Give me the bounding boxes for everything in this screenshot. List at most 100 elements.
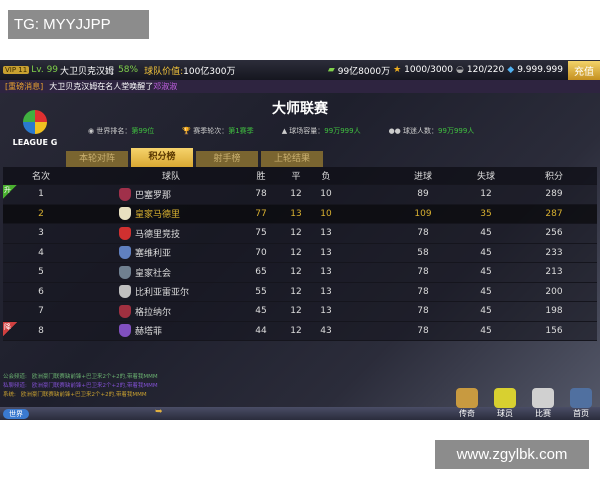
- chat-text: 欧洲豪门联赛缺前锋+巴卫来2个+2的,带着我MMM: [20, 392, 147, 398]
- table-row[interactable]: 升 1 巴塞罗那 78 12 10 89 12 289: [3, 185, 597, 205]
- chat-text: 欧洲豪门联赛缺前锋+巴卫来2个+2的,带着我MMM: [31, 374, 158, 380]
- relegation-badge: 降: [3, 321, 17, 336]
- cell-rank: 1: [38, 189, 44, 200]
- cell-w: 75: [255, 228, 267, 239]
- nav-players[interactable]: 球员: [490, 388, 520, 419]
- table-row[interactable]: 6 比利亚雷亚尔 55 12 13 78 45 200: [3, 282, 597, 302]
- nav-label: 传奇: [459, 409, 475, 418]
- table-row[interactable]: 4 塞维利亚 70 12 13 58 45 233: [3, 243, 597, 263]
- cell-d: 12: [290, 247, 302, 258]
- team-name: 赫塔菲: [135, 327, 163, 338]
- chat-line: 私聊频道: 欧洲豪门联赛缺前锋+巴卫来2个+2的,带着我MMM: [3, 382, 158, 391]
- cell-w: 45: [255, 306, 267, 317]
- team-name: 巴塞罗那: [135, 190, 172, 201]
- table-row[interactable]: 3 马德里竞技 75 12 13 78 45 256: [3, 224, 597, 244]
- news-tag: [重磅消息]: [5, 82, 44, 91]
- cell-l: 10: [320, 208, 332, 219]
- stat-value: 第1赛季: [228, 127, 254, 135]
- cell-gf: 89: [417, 189, 429, 200]
- tab-fixtures[interactable]: 本轮对阵: [66, 151, 128, 167]
- chat-channel: 系统:: [3, 392, 16, 398]
- promotion-badge: 升: [3, 185, 17, 199]
- table-row[interactable]: 5 皇家社会 65 12 13 78 45 213: [3, 263, 597, 283]
- team-crest-icon: [119, 187, 131, 201]
- nav-match[interactable]: 比赛: [528, 388, 558, 419]
- world-chat-button[interactable]: 世界: [3, 409, 29, 419]
- stat-value: 第99位: [131, 127, 155, 135]
- chat-channel: 私聊频道:: [3, 383, 27, 389]
- cell-ga: 45: [480, 325, 492, 336]
- cell-ga: 12: [480, 189, 492, 200]
- news-name: 邓淑淑: [153, 82, 178, 91]
- chat-line: 系统: 欧洲豪门联赛缺前锋+巴卫来2个+2的,带着我MMM: [3, 391, 158, 400]
- team-crest-icon: [119, 324, 131, 338]
- cell-ga: 45: [480, 228, 492, 239]
- cell-gf: 78: [417, 286, 429, 297]
- cell-d: 13: [290, 208, 302, 219]
- cell-l: 13: [320, 228, 332, 239]
- cell-rank: 3: [38, 228, 44, 239]
- cell-w: 65: [255, 267, 267, 278]
- team-name: 皇家社会: [135, 268, 172, 279]
- legend-icon: [456, 388, 478, 408]
- table-row[interactable]: 2 皇家马德里 77 13 10 109 35 287: [3, 204, 597, 224]
- cell-rank: 6: [38, 286, 44, 297]
- cell-pts: 156: [545, 325, 563, 336]
- cell-pts: 198: [545, 306, 563, 317]
- table-row[interactable]: 降 8 赫塔菲 44 12 43 78 45 156: [3, 321, 597, 341]
- cell-pts: 200: [545, 286, 563, 297]
- column-header: 胜: [256, 172, 266, 182]
- cell-rank: 8: [38, 325, 44, 336]
- watermark-bottom: www.zgylbk.com: [435, 440, 589, 469]
- charge-button[interactable]: 充值: [568, 60, 600, 80]
- player-icon: [494, 388, 516, 408]
- league-logo-text: LEAGUE G: [12, 138, 58, 147]
- cell-w: 44: [255, 325, 267, 336]
- column-header: 负: [321, 172, 331, 182]
- team-name: 马德里竞技: [135, 229, 181, 240]
- team-crest-icon: [119, 226, 131, 240]
- money-icon: ▰: [327, 65, 335, 75]
- cell-w: 77: [255, 208, 267, 219]
- news-text: 大卫贝克汉姆在名人堂唤醒了: [49, 82, 154, 91]
- nav-label: 首页: [573, 409, 589, 418]
- tab-last-results[interactable]: 上轮结果: [261, 151, 323, 167]
- diamonds: 9.999.999: [517, 65, 563, 75]
- cell-rank: 5: [38, 267, 44, 278]
- cell-gf: 58: [417, 247, 429, 258]
- level: Lv. 99: [31, 65, 59, 75]
- cell-l: 10: [320, 189, 332, 200]
- watermark-top: TG: MYYJJPP: [8, 10, 149, 39]
- cell-pts: 287: [545, 208, 563, 219]
- tab-standings[interactable]: 积分榜: [131, 148, 193, 167]
- send-icon[interactable]: ➥: [155, 407, 163, 417]
- star-icon: ★: [393, 65, 402, 75]
- page-title: 大师联赛: [272, 101, 328, 117]
- team-name: 塞维利亚: [135, 249, 172, 260]
- team-crest-icon: [119, 304, 131, 318]
- game-screen: VIP 11 Lv. 99 大卫贝克汉姆 58% 球队价值: 100亿300万 …: [0, 60, 600, 420]
- chat-panel: 公会频道: 欧洲豪门联赛缺前锋+巴卫来2个+2的,带着我MMM 私聊频道: 欧洲豪门联…: [3, 373, 158, 400]
- cell-l: 13: [320, 306, 332, 317]
- team-name: 皇家马德里: [135, 210, 181, 221]
- cell-ga: 45: [480, 286, 492, 297]
- table-header: 名次 球队 胜 平 负 进球 失球 积分: [3, 167, 597, 185]
- table-row[interactable]: 7 格拉纳尔 45 12 13 78 45 198: [3, 302, 597, 322]
- team-value: 100亿300万: [183, 66, 236, 77]
- cell-ga: 45: [480, 306, 492, 317]
- team-name: 比利亚雷亚尔: [135, 288, 190, 299]
- stat-fans: ●● 球迷人数：99万999人: [388, 127, 475, 135]
- cell-l: 13: [320, 286, 332, 297]
- stat-season: 🏆 赛季轮次：第1赛季: [182, 127, 254, 135]
- nav-home[interactable]: 首页: [566, 388, 596, 419]
- cell-w: 70: [255, 247, 267, 258]
- cell-pts: 233: [545, 247, 563, 258]
- nav-legend[interactable]: 传奇: [452, 388, 482, 419]
- tab-scorers[interactable]: 射手榜: [196, 151, 258, 167]
- stat-value: 99万999人: [324, 127, 361, 135]
- cell-rank: 2: [38, 208, 44, 219]
- stat-label: 世界排名：: [96, 127, 132, 135]
- league-logo: LEAGUE G: [10, 110, 60, 147]
- bottom-nav: 传奇 球员 比赛 首页: [452, 388, 596, 419]
- column-header: 积分: [544, 172, 563, 182]
